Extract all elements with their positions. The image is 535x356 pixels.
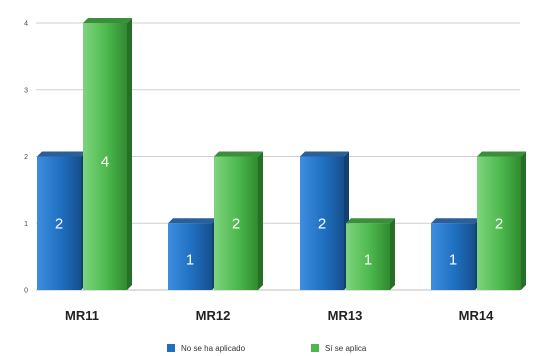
bar-side [390,218,395,290]
x-category-label: MR11 [65,308,99,323]
bar-top [83,18,132,23]
x-category-label: MR13 [328,308,363,323]
y-tick-label: 0 [24,288,28,295]
bar-top [477,151,526,157]
y-tick-label: 1 [24,221,28,228]
bar-top [168,218,217,224]
bar-no-aplicado-mr14 [431,223,475,290]
bar-si-aplica-mr12 [214,156,258,290]
x-axis: MR11 MR12 MR13 MR14 [65,308,494,323]
y-tick-label: 2 [24,154,28,161]
bar-top [214,151,263,157]
bar-top [300,151,349,157]
bar-value-label: 2 [318,215,326,232]
bar-value-label: 4 [101,154,109,171]
legend-label: Sí se aplica [325,344,367,353]
bar-value-label: 2 [495,215,503,232]
bar-si-aplica-mr14 [477,156,521,290]
bar-value-label: 1 [186,252,194,269]
bar-no-aplicado-mr11 [37,156,81,290]
bar-side [127,18,132,290]
bar-value-label: 2 [55,215,63,232]
bar-side [258,151,263,290]
y-tick-label: 4 [24,21,28,28]
x-category-label: MR14 [459,308,494,323]
bar-top [37,151,86,157]
bars: 2 4 1 2 2 1 1 2 [37,18,526,290]
bar-side [521,151,526,290]
legend: No se ha aplicado Sí se aplica [167,344,367,353]
bar-value-label: 1 [364,252,372,269]
legend-swatch [167,344,175,352]
bar-si-aplica-mr11 [83,23,127,290]
bar-value-label: 2 [232,215,240,232]
x-category-label: MR12 [196,308,231,323]
bar-top [346,218,395,224]
y-axis: 0 1 2 3 4 [24,21,28,295]
legend-label: No se ha aplicado [181,344,246,353]
bar-si-aplica-mr13 [346,223,390,290]
bar-top [431,218,480,224]
bar-no-aplicado-mr13 [300,156,344,290]
bar-value-label: 1 [449,252,457,269]
bar-no-aplicado-mr12 [168,223,212,290]
y-tick-label: 3 [24,87,28,94]
legend-swatch [311,344,319,352]
